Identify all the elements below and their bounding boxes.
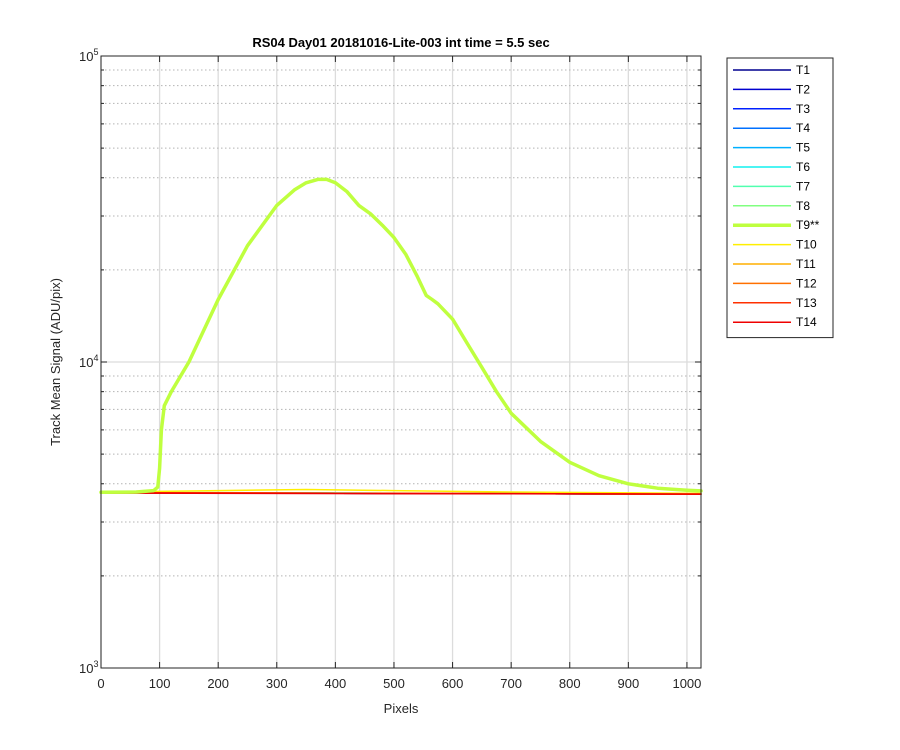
x-tick-label: 300 bbox=[266, 676, 288, 691]
axis-ticks: 0 100 200 300 400 500 600 700 800 900 1000 103 104 10… bbox=[79, 47, 701, 691]
chart-title: RS04 Day01 20181016-Lite-003 int time = … bbox=[252, 35, 549, 50]
x-tick-label: 0 bbox=[97, 676, 104, 691]
legend-label: T4 bbox=[796, 121, 810, 135]
x-tick-label: 100 bbox=[149, 676, 171, 691]
grid bbox=[100, 56, 701, 668]
legend: T1 T2 T3 T4 T5 T6 T7 T8 T9** T10 T11 T12 T13 T14 bbox=[726, 57, 834, 339]
legend-label: T10 bbox=[796, 238, 817, 252]
x-axis-label: Pixels bbox=[384, 701, 419, 716]
x-tick-label: 700 bbox=[500, 676, 522, 691]
legend-label: T6 bbox=[796, 160, 810, 174]
legend-label: T7 bbox=[796, 179, 810, 193]
legend-box bbox=[726, 57, 834, 339]
series-line-t10 bbox=[100, 488, 702, 495]
legend-label: T9** bbox=[796, 218, 820, 232]
y-tick-label: 105 bbox=[79, 47, 98, 64]
x-tick-label: 900 bbox=[617, 676, 639, 691]
series-line-t9 bbox=[99, 177, 703, 495]
legend-label: T12 bbox=[796, 276, 817, 290]
y-axis-label: Track Mean Signal (ADU/pix) bbox=[48, 278, 63, 446]
legend-label: T11 bbox=[796, 257, 816, 271]
series-line-t14 bbox=[100, 492, 702, 495]
series-lines bbox=[99, 177, 703, 495]
y-tick-label: 103 bbox=[79, 659, 98, 676]
x-tick-label: 400 bbox=[325, 676, 347, 691]
x-tick-label: 600 bbox=[442, 676, 464, 691]
legend-label: T5 bbox=[796, 141, 810, 155]
legend-label: T3 bbox=[796, 102, 810, 116]
legend-label: T14 bbox=[796, 315, 817, 329]
x-tick-label: 1000 bbox=[672, 676, 701, 691]
x-tick-label: 200 bbox=[207, 676, 229, 691]
legend-label: T1 bbox=[796, 63, 810, 77]
legend-label: T2 bbox=[796, 82, 810, 96]
x-tick-label: 800 bbox=[559, 676, 581, 691]
legend-label: T13 bbox=[796, 296, 817, 310]
legend-label: T8 bbox=[796, 199, 810, 213]
x-tick-label: 500 bbox=[383, 676, 405, 691]
y-tick-label: 104 bbox=[79, 353, 98, 370]
